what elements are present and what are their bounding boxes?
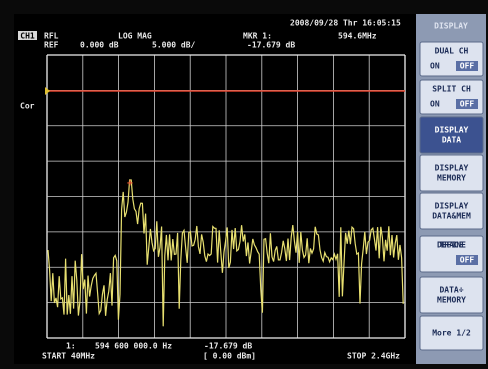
marker-value: -17.679 dB <box>247 41 295 50</box>
ref-label: REF <box>44 41 59 50</box>
display <box>14 14 416 364</box>
softkey-label: MEMORY <box>437 296 466 305</box>
format: LOG MAG <box>118 32 152 41</box>
softkey-label: DISPLAY <box>435 164 469 173</box>
ref-value: 0.000 dB <box>80 41 119 50</box>
scale: 5.000 dB/ <box>152 41 196 50</box>
start: START 40MHz <box>42 352 95 361</box>
softkey-label: DISPLAY <box>435 126 469 135</box>
softkey-label: More 1/2 <box>432 329 471 338</box>
softkey-off: OFF <box>460 62 475 71</box>
format-type: RFL <box>44 32 59 41</box>
screen: + CH1 RFL LOG MAG REF 0.000 dB 5.000 dB/… <box>0 0 488 369</box>
power: [ 0.00 dBm] <box>203 352 256 361</box>
footer-marker-freq: 594 600 000.0 Hz <box>95 342 172 351</box>
softkey-on: ON <box>430 100 440 109</box>
softkey-label: DUAL CH <box>435 47 469 56</box>
softkey-on: ON <box>430 62 440 71</box>
footer-marker-value: -17.679 dB <box>204 342 252 351</box>
softkey-label: DISPLAY <box>435 202 469 211</box>
softkey-off: OFF <box>460 256 475 265</box>
softkey-label: TRACE <box>439 241 463 250</box>
cor: Cor <box>20 102 35 111</box>
marker-label: MKR 1: <box>243 32 272 41</box>
softkey-title: DISPLAY <box>434 22 468 31</box>
softkey-off: OFF <box>460 100 475 109</box>
datetime: 2008/09/28 Thr 16:05:15 <box>290 19 401 28</box>
softkey-label: SPLIT CH <box>432 85 471 94</box>
softkey-label: MEMORY <box>437 174 466 183</box>
softkey-label: DATA&MEM <box>432 212 471 221</box>
stop: STOP 2.4GHz <box>347 352 400 361</box>
marker-symbol: + <box>127 178 133 189</box>
footer-marker-index: 1: <box>66 342 76 351</box>
softkey-label: DATA÷ <box>439 286 463 295</box>
marker-freq: 594.6MHz <box>338 32 377 41</box>
channel: CH1 <box>20 32 35 41</box>
softkey-label: DATA <box>442 136 461 145</box>
